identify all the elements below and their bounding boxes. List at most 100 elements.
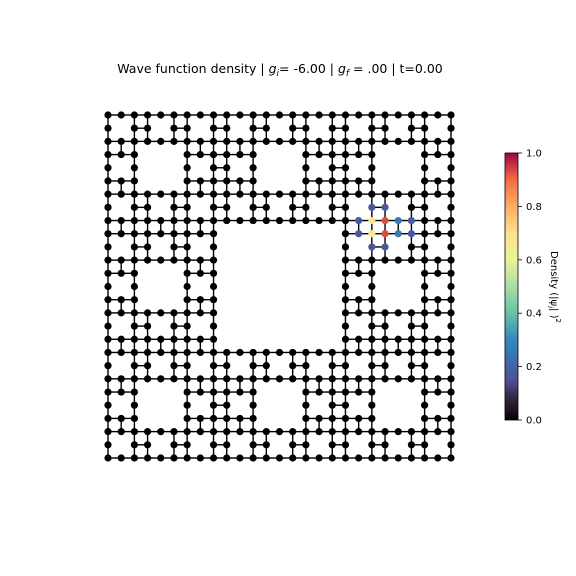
lattice-node (289, 428, 297, 436)
lattice-node (223, 348, 231, 357)
lattice-node (421, 414, 429, 423)
lattice-node (262, 454, 270, 462)
lattice-node (196, 388, 204, 396)
lattice-node (117, 414, 125, 423)
lattice-node (447, 216, 455, 225)
lattice-node (104, 177, 112, 185)
lattice-node (421, 256, 429, 264)
colorbar-tick-label: 0.4 (526, 309, 542, 320)
density-node (381, 243, 389, 251)
title-gi-value: = -6.00 | (279, 61, 338, 76)
lattice-node (447, 177, 455, 185)
lattice-node (421, 230, 429, 238)
lattice-node (143, 243, 152, 251)
lattice-node (236, 150, 244, 159)
lattice-node (328, 401, 336, 409)
lattice-node (394, 111, 402, 119)
lattice-node (262, 190, 270, 198)
lattice-node (275, 454, 284, 462)
lattice-node (355, 256, 363, 264)
lattice-edges (107, 114, 452, 459)
lattice-node (223, 124, 231, 132)
lattice-node (183, 375, 191, 383)
lattice-node (302, 111, 310, 119)
lattice-node (183, 388, 191, 396)
lattice-node (381, 441, 389, 449)
lattice-node (368, 111, 376, 119)
lattice-node (130, 216, 138, 225)
lattice-node (394, 190, 402, 198)
lattice-node (209, 111, 218, 119)
lattice-node (130, 137, 138, 145)
lattice-node (421, 216, 429, 225)
lattice-node (117, 216, 125, 225)
lattice-node (341, 282, 350, 291)
lattice-node (104, 362, 112, 370)
lattice-node (143, 190, 152, 198)
lattice-node (183, 322, 191, 330)
lattice-node (130, 428, 138, 436)
lattice-node (447, 256, 455, 264)
lattice-node (381, 428, 389, 436)
lattice-node (302, 348, 310, 357)
lattice-node (209, 414, 218, 423)
lattice-node (289, 454, 297, 462)
lattice-node (209, 137, 218, 145)
lattice-node (421, 111, 429, 119)
lattice-node (447, 309, 455, 317)
lattice-node (183, 124, 191, 132)
lattice-node (183, 269, 191, 277)
lattice-node (328, 137, 336, 145)
lattice-node (157, 348, 165, 357)
lattice-node (170, 348, 178, 357)
lattice-node (447, 230, 455, 238)
lattice-node (341, 428, 350, 436)
lattice-node (130, 164, 138, 172)
lattice-node (104, 348, 112, 357)
lattice-node (394, 256, 402, 264)
lattice-node (130, 256, 138, 264)
lattice-node (223, 137, 231, 145)
lattice-node (209, 216, 218, 225)
lattice-node (117, 309, 125, 317)
lattice-node (289, 124, 297, 132)
lattice-node (434, 428, 442, 436)
lattice-node (434, 335, 442, 343)
lattice-node (275, 428, 284, 436)
lattice-node (407, 203, 416, 211)
lattice-node (315, 177, 323, 185)
lattice-node (104, 256, 112, 264)
lattice-node (157, 335, 165, 343)
lattice-node (183, 428, 191, 436)
lattice-node (209, 177, 218, 185)
lattice-node (341, 111, 350, 119)
lattice-node (170, 243, 178, 251)
lattice-node (143, 111, 152, 119)
lattice-node (223, 414, 231, 423)
lattice-node (183, 177, 191, 185)
lattice-node (183, 230, 191, 238)
lattice-node (381, 256, 389, 264)
lattice-node (236, 414, 244, 423)
lattice-node (421, 137, 429, 145)
lattice-node (236, 454, 244, 462)
lattice-node (315, 111, 323, 119)
lattice-node (236, 177, 244, 185)
density-node (355, 216, 363, 225)
lattice-node (447, 296, 455, 304)
lattice-node (302, 401, 310, 409)
colorbar-label-main: Density (|ψ (548, 251, 559, 306)
lattice-node (421, 282, 429, 291)
lattice-node (196, 190, 204, 198)
lattice-node (434, 296, 442, 304)
lattice-node (407, 348, 416, 357)
lattice-node (434, 309, 442, 317)
lattice-node (130, 441, 138, 449)
density-node (355, 230, 363, 238)
lattice-node (223, 454, 231, 462)
lattice-node (302, 428, 310, 436)
lattice-node (368, 282, 376, 291)
lattice-node (447, 322, 455, 330)
lattice-node (302, 190, 310, 198)
lattice-node (170, 441, 178, 449)
